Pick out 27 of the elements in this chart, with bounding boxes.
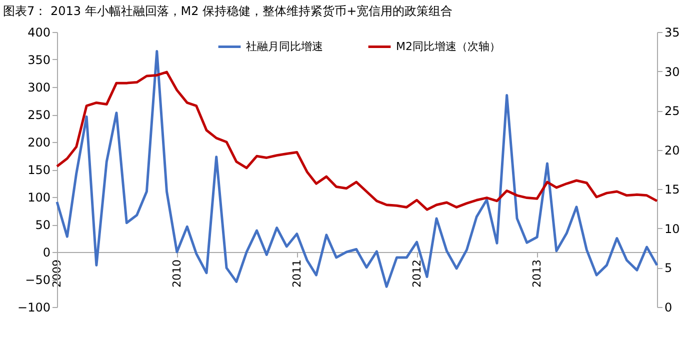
y-tick-label: 250 bbox=[28, 108, 50, 122]
y-tick-label: 100 bbox=[28, 190, 50, 204]
x-tick-label: 2013 bbox=[530, 260, 544, 288]
x-tick-label: 2012 bbox=[410, 260, 424, 288]
x-tick-label: 2011 bbox=[290, 260, 304, 288]
y-tick-label: 400 bbox=[28, 26, 50, 40]
y-tick-label: −50 bbox=[25, 273, 50, 287]
x-tick-label: 2010 bbox=[170, 260, 184, 288]
y2-tick-label: 25 bbox=[664, 104, 680, 118]
y2-tick-label: 35 bbox=[664, 26, 680, 40]
y2-tick-label: 30 bbox=[664, 64, 680, 79]
y2-tick-label: 10 bbox=[664, 222, 680, 236]
line-series bbox=[56, 70, 658, 211]
y-tick-label: 150 bbox=[28, 163, 50, 177]
y2-tick-label: 5 bbox=[664, 261, 672, 276]
y-tick-label: 200 bbox=[28, 136, 50, 150]
legend-label: M2同比增速（次轴） bbox=[396, 40, 500, 53]
y2-tick-label: 0 bbox=[664, 300, 672, 314]
y-tick-label: −100 bbox=[18, 300, 50, 314]
y2-tick-label: 15 bbox=[664, 182, 680, 197]
y-tick-label: 350 bbox=[28, 53, 50, 67]
y-tick-label: 300 bbox=[28, 80, 50, 94]
chart-title: 图表7： 2013 年小幅社融回落，M2 保持稳健，整体维持紧货币+宽信用的政策组合 bbox=[3, 4, 453, 18]
legend-label: 社融月同比增速 bbox=[246, 40, 323, 53]
y2-tick-label: 20 bbox=[664, 143, 680, 158]
y-tick-label: 0 bbox=[42, 246, 50, 260]
y-tick-label: 50 bbox=[35, 218, 50, 232]
